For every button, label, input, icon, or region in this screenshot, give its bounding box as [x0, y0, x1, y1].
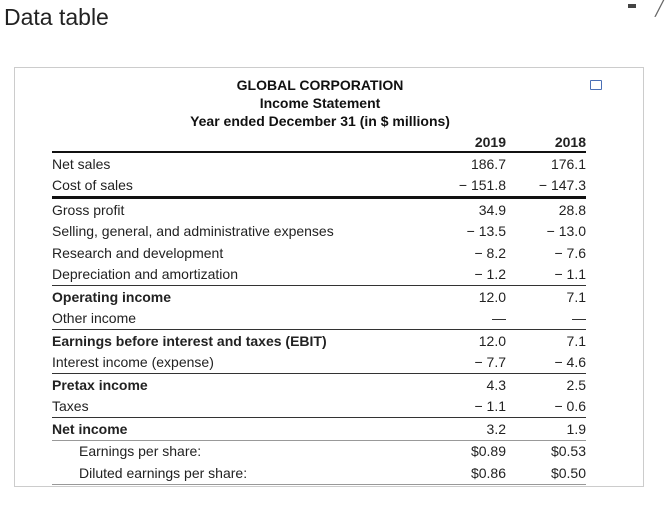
table-row: Research and development − 8.2 − 7.6 [52, 242, 586, 264]
table-row: Earnings per share: $0.89 $0.53 [52, 440, 586, 462]
popout-icon[interactable] [590, 80, 602, 90]
value-2018: 7.1 [566, 332, 586, 349]
table-row: Earnings before interest and taxes (EBIT… [52, 330, 586, 352]
value-2019: — [426, 307, 506, 330]
row-label: Earnings per share: [79, 443, 202, 460]
value-2019: 3.2 [426, 417, 506, 441]
row-label: Interest income (expense) [52, 351, 426, 374]
value-2018: $0.50 [506, 462, 586, 485]
statement-name: Income Statement [259, 95, 381, 111]
value-2018: − 147.3 [506, 174, 586, 199]
value-2019: − 1.2 [426, 263, 506, 286]
table-row: Interest income (expense) − 7.7− 4.6 [52, 351, 586, 374]
table-row: Cost of sales − 151.8− 147.3 [52, 174, 586, 199]
value-2018: — [506, 307, 586, 330]
value-2018: − 0.6 [506, 395, 586, 418]
income-statement-table: Net sales 186.7 176.1 Cost of sales − 151.8−… [52, 151, 586, 485]
value-2018: − 1.1 [506, 263, 586, 286]
value-2019: 34.9 [478, 201, 506, 218]
row-label: Net sales [52, 155, 111, 172]
value-2019: $0.86 [426, 462, 506, 485]
value-2019: − 1.1 [426, 395, 506, 418]
minimize-button[interactable] [628, 4, 636, 8]
value-2018: − 7.6 [554, 244, 586, 261]
value-2018: $0.53 [550, 443, 586, 460]
value-2019: 12.0 [478, 288, 506, 305]
table-row: Gross profit 34.9 28.8 [52, 198, 586, 221]
row-label: Net income [52, 417, 426, 441]
row-label: Diluted earnings per share: [52, 462, 426, 485]
row-label: Research and development [52, 244, 224, 261]
value-2018: 2.5 [566, 376, 586, 393]
value-2018: 28.8 [558, 201, 586, 218]
table-row: Net sales 186.7 176.1 [52, 152, 586, 175]
table-row: Net income 3.2 1.9 [52, 417, 586, 441]
close-icon[interactable]: ╱ [655, 0, 665, 17]
row-label: Operating income [52, 288, 172, 305]
company-name: GLOBAL CORPORATION [236, 77, 404, 93]
value-2018: 1.9 [506, 417, 586, 441]
value-2019: 186.7 [470, 155, 506, 172]
table-row: Pretax income 4.3 2.5 [52, 374, 586, 396]
value-2019: 4.3 [486, 376, 506, 393]
data-table-panel [14, 67, 644, 487]
table-row: Depreciation and amortization − 1.2− 1.1 [52, 263, 586, 286]
value-2018: 176.1 [550, 155, 586, 172]
value-2019: − 13.5 [466, 223, 506, 240]
table-row: Operating income 12.0 7.1 [52, 286, 586, 308]
window-title: Data table [4, 4, 109, 30]
row-label: Pretax income [52, 376, 148, 393]
year-2018-header: 2018 [554, 134, 586, 150]
value-2019: − 151.8 [426, 174, 506, 199]
row-label: Cost of sales [52, 174, 426, 199]
value-2019: − 8.2 [474, 244, 506, 261]
row-label: Gross profit [52, 201, 125, 218]
row-label: Taxes [52, 395, 426, 418]
value-2019: $0.89 [470, 443, 506, 460]
row-label: Other income [52, 307, 426, 330]
row-label: Selling, general, and administrative exp… [52, 223, 334, 240]
value-2018: 7.1 [566, 288, 586, 305]
value-2018: − 13.0 [546, 223, 586, 240]
table-row: Taxes − 1.1− 0.6 [52, 395, 586, 418]
statement-period: Year ended December 31 (in $ millions) [190, 113, 450, 129]
row-label: Depreciation and amortization [52, 263, 426, 286]
table-row: Diluted earnings per share: $0.86 $0.50 [52, 462, 586, 485]
row-label: Earnings before interest and taxes (EBIT… [52, 332, 327, 349]
table-row: Other income — — [52, 307, 586, 330]
value-2019: 12.0 [478, 332, 506, 349]
value-2018: − 4.6 [506, 351, 586, 374]
table-row: Selling, general, and administrative exp… [52, 221, 586, 243]
year-2019-header: 2019 [474, 134, 506, 150]
value-2019: − 7.7 [426, 351, 506, 374]
